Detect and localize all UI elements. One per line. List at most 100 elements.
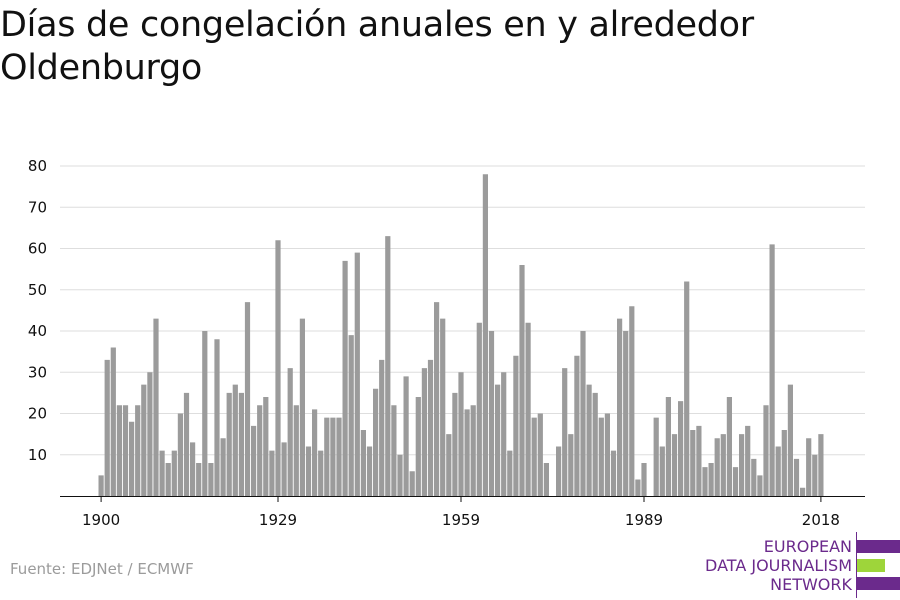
bar-1954 [427, 359, 434, 497]
source-note: Fuente: EDJNet / ECMWF [10, 560, 194, 578]
bar-1989 [641, 463, 647, 496]
bar-1950 [403, 376, 409, 497]
y-tick-label-60: 60 [28, 240, 47, 258]
bar-2004 [732, 467, 739, 497]
bar-1987 [629, 306, 635, 496]
y-tick-label-70: 70 [28, 198, 47, 216]
logo-line-data-journalism: DATA JOURNALISM [705, 556, 852, 575]
bar-2017 [812, 454, 818, 496]
bar-1997 [690, 430, 696, 496]
bar-1979 [580, 331, 586, 496]
bar-1959 [458, 372, 464, 496]
bar-1936 [318, 450, 324, 497]
bar-1938 [330, 417, 336, 497]
bar-1909 [153, 318, 159, 497]
bar-2013 [787, 384, 793, 497]
bar-1923 [238, 392, 244, 497]
bar-1922 [232, 384, 238, 497]
bar-1902 [110, 347, 116, 496]
bar-1995 [678, 401, 684, 497]
bar-1906 [135, 405, 141, 496]
bar-2002 [720, 434, 726, 497]
bar-1969 [519, 265, 525, 496]
bar-1944 [366, 446, 373, 496]
bar-1964 [488, 331, 495, 496]
bar-2011 [775, 446, 781, 496]
bar-1966 [501, 372, 507, 496]
bars [98, 174, 824, 497]
x-tick-label-1929: 1929 [259, 511, 297, 529]
bar-1905 [129, 421, 135, 496]
bar-1982 [598, 417, 604, 497]
bar-1912 [171, 450, 177, 497]
bar-2005 [739, 434, 745, 497]
bar-1962 [476, 322, 482, 496]
bar-1926 [257, 405, 263, 496]
logo-line-european: EUROPEAN [763, 537, 852, 556]
bar-1978 [574, 355, 580, 496]
y-tick-label-30: 30 [28, 363, 47, 381]
bar-1947 [385, 236, 391, 497]
y-tick-label-20: 20 [28, 405, 47, 423]
logo-bar-purple-bottom [857, 577, 900, 590]
bar-1957 [446, 434, 452, 497]
bar-1976 [562, 368, 568, 497]
bar-1983 [604, 413, 610, 496]
bar-1932 [293, 405, 299, 496]
bar-2007 [751, 458, 757, 497]
bar-1998 [696, 425, 702, 497]
bar-1951 [409, 471, 415, 496]
bar-1927 [263, 397, 269, 496]
bar-1914 [183, 392, 190, 497]
bar-1915 [190, 442, 196, 497]
bar-1903 [116, 405, 122, 496]
bar-2000 [708, 463, 714, 496]
x-tick-label-1900: 1900 [82, 511, 120, 529]
bar-1958 [452, 392, 458, 497]
bar-1985 [617, 318, 623, 497]
bar-1935 [312, 409, 318, 497]
bar-2012 [781, 430, 787, 496]
bar-2001 [714, 438, 720, 496]
bar-1988 [635, 479, 641, 496]
bar-1913 [177, 413, 183, 496]
bar-2014 [793, 458, 800, 497]
bar-1984 [610, 450, 617, 497]
bar-1941 [348, 335, 354, 497]
bar-1908 [147, 372, 153, 496]
bar-1917 [202, 331, 208, 496]
bar-1972 [537, 413, 543, 496]
bar-1900 [98, 475, 104, 497]
bar-1948 [391, 405, 397, 496]
y-axis-tick-labels: 10 20 30 40 50 60 70 80 [28, 157, 47, 464]
bar-1999 [702, 467, 708, 497]
bar-1943 [360, 430, 366, 496]
y-tick-label-10: 10 [28, 446, 47, 464]
bar-1933 [299, 318, 305, 497]
bar-1953 [421, 368, 427, 497]
edjnet-logo: EUROPEAN DATA JOURNALISM NETWORK [700, 532, 900, 598]
chart-title: Días de congelación anuales en y alreded… [0, 5, 754, 88]
bar-1920 [220, 438, 226, 496]
bar-1992 [659, 446, 665, 496]
bar-1928 [269, 450, 275, 497]
bar-1910 [159, 450, 165, 497]
bar-1965 [495, 384, 501, 497]
y-tick-label-40: 40 [28, 322, 47, 340]
bar-1967 [507, 450, 513, 497]
bar-1907 [141, 384, 147, 497]
bar-1986 [623, 331, 629, 496]
bar-1946 [379, 359, 385, 497]
bar-2009 [763, 405, 769, 496]
bar-1911 [165, 463, 171, 496]
bar-1901 [104, 359, 110, 497]
bar-1931 [287, 368, 293, 497]
bar-1963 [482, 174, 488, 496]
y-tick-label-80: 80 [28, 157, 47, 175]
x-tick-label-1959: 1959 [442, 511, 480, 529]
bar-1942 [354, 252, 360, 496]
bar-1971 [531, 417, 537, 497]
bar-1929 [275, 240, 281, 496]
bar-1916 [196, 463, 202, 496]
